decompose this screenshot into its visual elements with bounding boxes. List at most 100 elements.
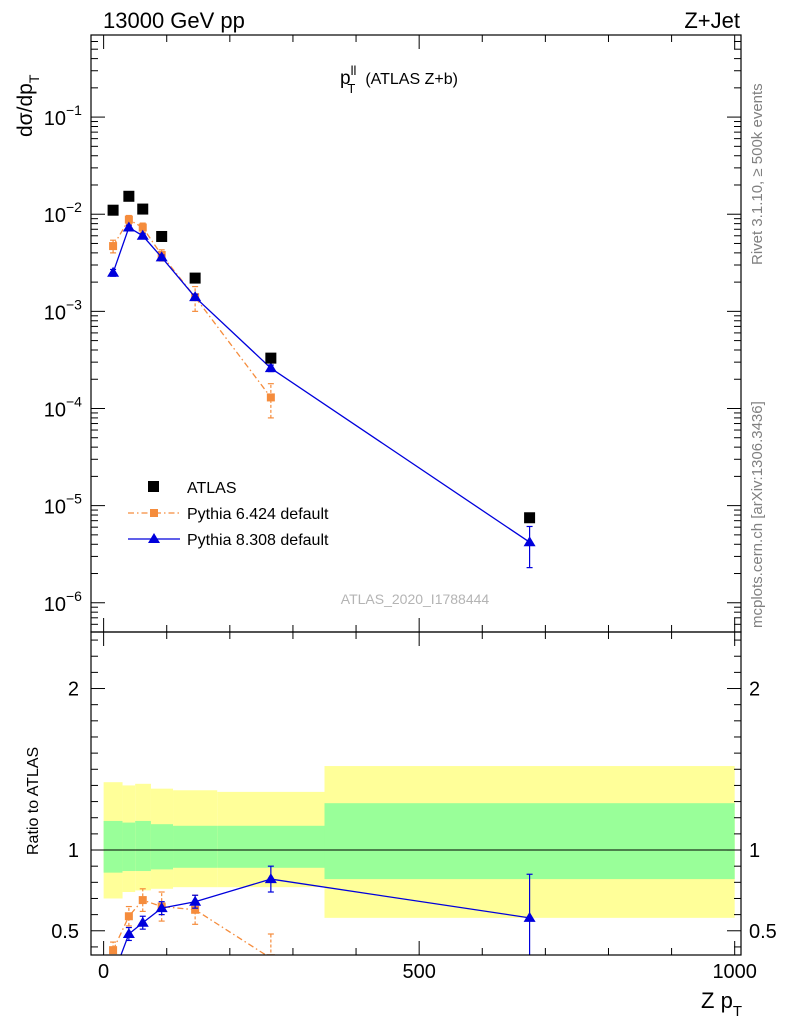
main-y-tick-label: 10−1 (44, 102, 82, 130)
main-y-tick-label-base: 10 (44, 108, 66, 130)
ratio-series-layer (109, 865, 536, 955)
mcplots-info: mcplots.cern.ch [arXiv:1306.3436] (749, 401, 766, 628)
legend-entry-pythia6: Pythia 6.424 default (128, 506, 329, 523)
main-atlas-point (156, 230, 168, 242)
ratio-inner-band (217, 825, 325, 868)
ratio-xlabel-sub: T (733, 1003, 742, 1020)
ratio-inner-band (103, 820, 123, 873)
ratio-xlabel-main: Z p (701, 988, 733, 1013)
ratio-panel: 0.5 0.5 1 1 2 2 0 500 1000 Ratio to ATLAS Z pT (25, 631, 777, 1020)
main-y-tick-label-exp: −3 (66, 296, 82, 312)
ratio-inner-band (150, 824, 174, 870)
main-ylabel: dσ/dpT (14, 74, 42, 137)
ratio-y-tick-label: 0.5 (51, 921, 79, 943)
header-left: 13000 GeV pp (103, 8, 245, 33)
main-axis-ticks (91, 35, 741, 633)
ratio-pythia6-line (112, 899, 268, 955)
main-atlas-point (524, 512, 536, 524)
legend-label-atlas: ATLAS (187, 480, 237, 497)
main-y-tick-label: 10−2 (44, 199, 82, 227)
legend-marker-atlas (148, 481, 159, 492)
main-y-tick-label: 10−5 (44, 491, 82, 519)
plot-label-sup: ll (351, 63, 357, 78)
ratio-uncertainty-bands (103, 766, 735, 918)
main-pythia8-point (189, 291, 202, 302)
ratio-tick-labels: 0.5 0.5 1 1 2 2 0 500 1000 (51, 679, 777, 983)
analysis-watermark: ATLAS_2020_I1788444 (341, 591, 490, 607)
main-ylabel-sub: T (26, 74, 42, 83)
legend-label-pythia8: Pythia 8.308 default (187, 532, 329, 549)
main-pythia8-point (122, 221, 135, 232)
main-y-tick-label-exp: −4 (66, 393, 82, 409)
main-atlas-point (189, 272, 201, 284)
rivet-info: Rivet 3.1.10, ≥ 500k events (749, 83, 766, 265)
main-pythia6-point (266, 393, 275, 402)
ratio-y-tick-label-right: 1 (749, 840, 760, 862)
ratio-pythia8-point (136, 916, 149, 927)
ratio-x-tick-label: 0 (98, 961, 109, 983)
ratio-y-tick-label: 2 (68, 679, 79, 701)
main-pythia6-point (109, 242, 118, 251)
legend-label-pythia6: Pythia 6.424 default (187, 506, 329, 523)
main-y-tick-label-exp: −2 (66, 199, 82, 215)
plot-label-main: p (340, 68, 351, 89)
main-y-tick-label-base: 10 (44, 302, 66, 324)
ratio-inner-band (135, 820, 151, 872)
main-y-tick-label-base: 10 (44, 594, 66, 616)
main-atlas-point (123, 190, 135, 202)
main-atlas-point (265, 352, 277, 364)
main-pythia8-point (136, 229, 149, 240)
ratio-y-tick-label-right: 2 (749, 679, 760, 701)
main-pythia6-point (138, 223, 147, 232)
ratio-pythia8-point (264, 873, 277, 884)
ratio-axis-ticks (91, 632, 741, 955)
legend: ATLAS Pythia 6.424 default Pythia 8.308 … (128, 480, 329, 549)
ratio-pythia6-point (109, 946, 118, 955)
ratio-y-tick-label-right: 0.5 (749, 921, 777, 943)
ratio-xlabel: Z pT (701, 988, 742, 1020)
main-pythia8-point (107, 266, 120, 277)
main-y-tick-label-exp: −6 (66, 588, 82, 604)
ratio-pythia8-point (189, 895, 202, 906)
main-atlas-point (107, 204, 119, 216)
legend-marker-pythia8 (148, 533, 160, 543)
main-series-layer (107, 190, 536, 569)
ratio-inner-band (324, 803, 735, 880)
plot-label: pll T (ATLAS Z+b) (340, 63, 458, 96)
ratio-pythia6-point (191, 905, 200, 914)
ratio-x-tick-label: 500 (402, 961, 435, 983)
main-pythia8-point (264, 362, 277, 373)
ratio-pythia6-point (138, 896, 147, 905)
plot-label-sub: T (347, 81, 355, 96)
main-y-tick-labels: 10−610−510−410−310−210−1 (44, 102, 82, 616)
main-atlas-point (137, 203, 149, 215)
main-y-tick-label: 10−3 (44, 296, 82, 324)
main-y-tick-label-exp: −1 (66, 102, 82, 118)
ratio-x-tick-label: 1000 (712, 961, 757, 983)
main-pythia8-line (112, 226, 530, 543)
legend-entry-pythia8: Pythia 8.308 default (128, 532, 329, 549)
ratio-pythia6-point (124, 912, 133, 921)
main-pythia8-point (523, 536, 536, 547)
ratio-pythia8-point (523, 911, 536, 922)
main-y-tick-label-exp: −5 (66, 491, 82, 507)
legend-marker-pythia6 (150, 509, 158, 517)
main-pythia6-line (112, 218, 272, 398)
ratio-inner-band (122, 822, 136, 872)
legend-entry-atlas: ATLAS (148, 480, 237, 497)
ratio-frame (90, 631, 742, 956)
main-y-tick-label-base: 10 (44, 205, 66, 227)
main-y-tick-label: 10−6 (44, 588, 82, 616)
ratio-pythia8-point (155, 902, 168, 913)
ratio-ylabel: Ratio to ATLAS (25, 747, 42, 855)
main-pythia8-point (155, 251, 168, 262)
main-ylabel-main: dσ/dp (14, 83, 37, 137)
header-right: Z+Jet (684, 8, 740, 33)
plot-label-suffix: (ATLAS Z+b) (365, 71, 458, 88)
main-y-tick-label-base: 10 (44, 399, 66, 421)
main-y-tick-label-base: 10 (44, 497, 66, 519)
main-panel: 10−610−510−410−310−210−1 pll T(ATLAS Z+b)… (14, 34, 742, 633)
main-pythia6-point (124, 215, 133, 224)
ratio-inner-band (173, 825, 218, 868)
main-y-tick-label: 10−4 (44, 393, 82, 421)
